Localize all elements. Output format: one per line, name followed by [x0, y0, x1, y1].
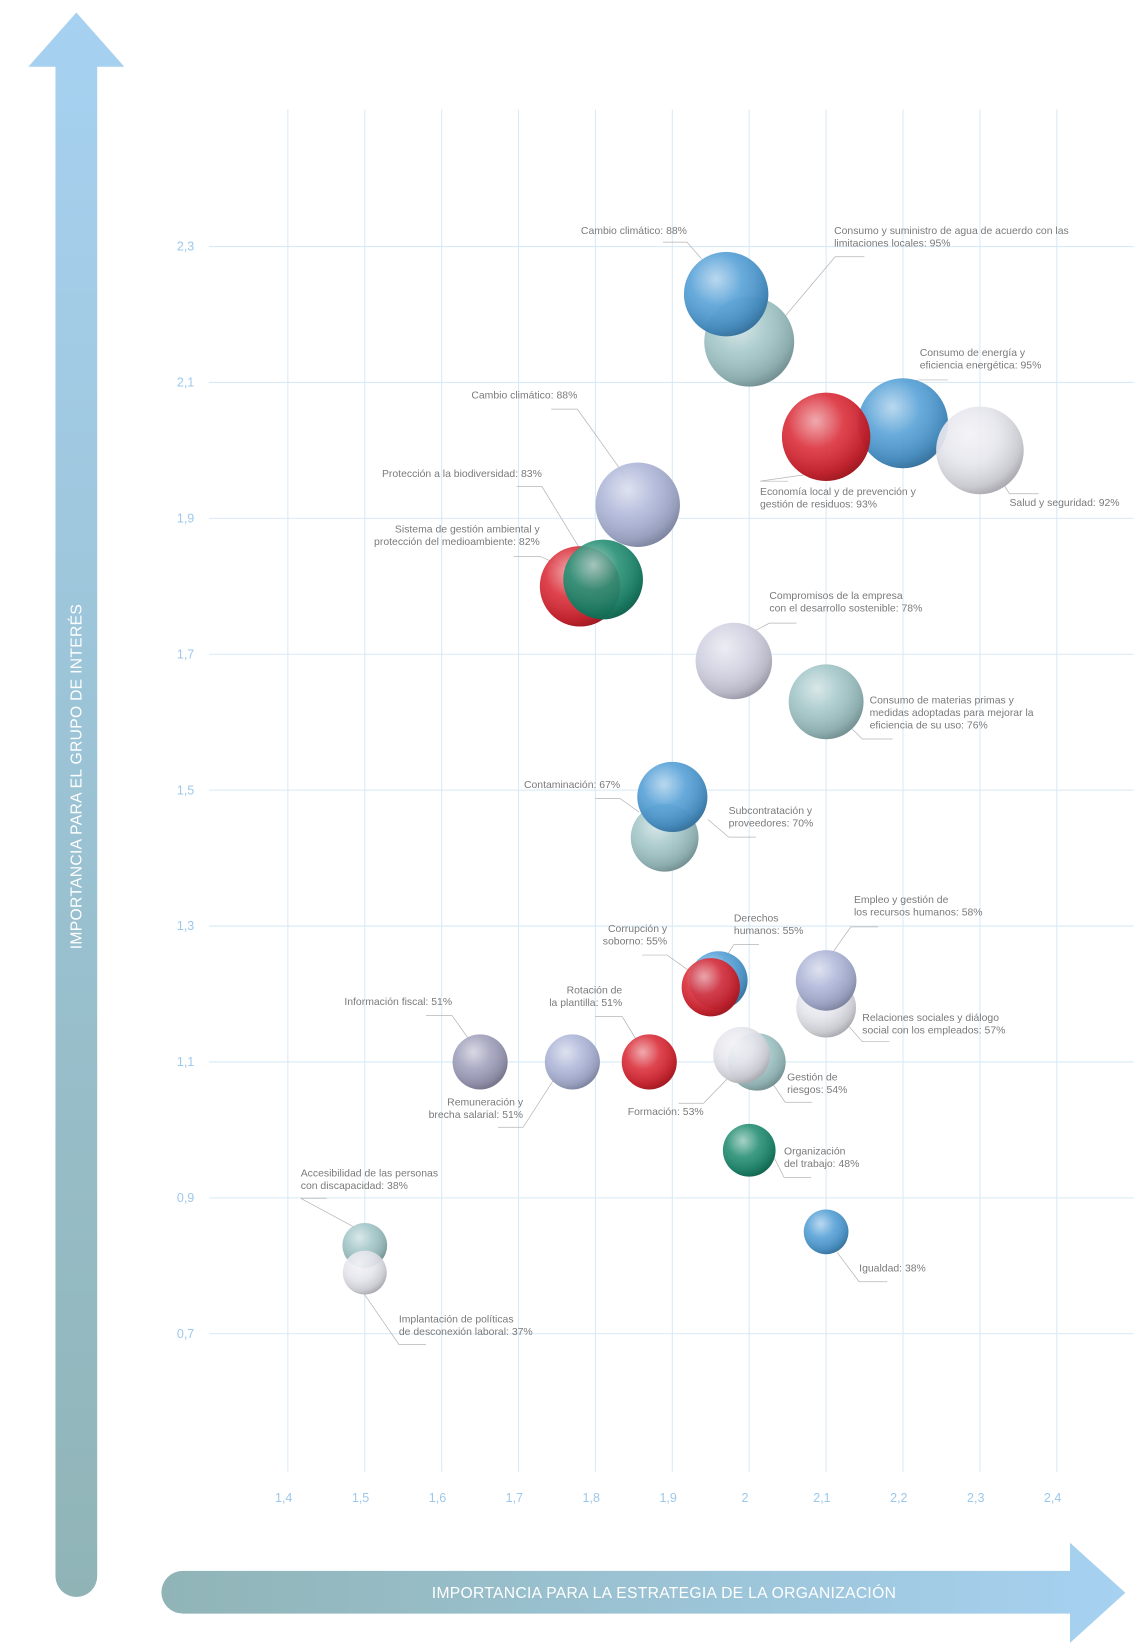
x-tick-label: 1,8 [583, 1491, 600, 1505]
leader-line [551, 409, 624, 475]
bubble [804, 1209, 849, 1254]
data-label: soborno: 55% [603, 937, 667, 948]
leader-line [663, 242, 702, 259]
data-label: social con los empleados: 57% [862, 1025, 1005, 1036]
bubble [563, 540, 643, 620]
leader-line [785, 257, 864, 316]
x-tick-label: 2,1 [813, 1491, 830, 1505]
data-label: Remuneración y [447, 1097, 524, 1108]
data-label: Formación: 53% [628, 1107, 704, 1118]
data-label: Consumo de materias primas y [870, 696, 1015, 707]
bubble [782, 393, 870, 481]
data-label: Protección a la biodiversidad: 83% [382, 469, 542, 480]
bubble [637, 762, 707, 832]
bubble [789, 664, 864, 739]
data-label: eficiencia energética: 95% [920, 360, 1042, 371]
data-label: Compromisos de la empresa [769, 591, 902, 602]
data-label: Relaciones sociales y diálogo [862, 1013, 999, 1024]
data-label: medidas adoptadas para mejorar la [870, 708, 1034, 719]
y-tick-label: 1,3 [177, 919, 194, 933]
y-tick-label: 1,1 [177, 1055, 194, 1069]
data-label: eficiencia de su uso: 76% [870, 721, 988, 732]
bubble [696, 623, 772, 699]
data-label: Sistema de gestión ambiental y [395, 524, 541, 535]
data-label: Contaminación: 67% [524, 780, 620, 791]
y-tick-label: 1,5 [177, 783, 194, 797]
chart: 1,4 1,5 1,6 1,7 1,8 1,9 2 2,1 2,2 2,3 2,4 0,7 0,9 1,1… [0, 0, 1138, 1645]
bubble [622, 1034, 677, 1089]
data-label: limitaciones locales: 95% [834, 238, 950, 249]
bubble [858, 378, 948, 468]
data-label: Subcontratación y [729, 806, 813, 817]
data-label: de desconexión laboral: 37% [399, 1327, 533, 1338]
x-axis-title: IMPORTANCIA PARA LA ESTRATEGIA DE LA ORG… [432, 1583, 896, 1602]
x-tick-label: 1,9 [659, 1491, 676, 1505]
data-label: Cambio climático: 88% [471, 391, 577, 402]
data-label: Accesibilidad de las personas [301, 1168, 438, 1179]
leader-line [426, 1016, 470, 1041]
y-tick-label: 1,7 [177, 647, 194, 661]
bubble [723, 1124, 776, 1177]
data-label: Rotación de [567, 986, 623, 997]
data-label: Corrupción y [608, 924, 668, 935]
y-tick-label: 0,9 [177, 1191, 194, 1205]
y-tick-label: 1,9 [177, 512, 194, 526]
data-label: Empleo y gestión de [854, 895, 949, 906]
y-tick-label: 2,1 [177, 376, 194, 390]
x-tick-label: 1,4 [275, 1491, 292, 1505]
leader-line [595, 1017, 637, 1041]
data-label: con el desarrollo sostenible: 78% [769, 604, 922, 615]
leader-line [679, 1075, 731, 1103]
data-label: Economía local y de prevención y [760, 487, 917, 498]
x-tick-label: 1,7 [506, 1491, 523, 1505]
data-label: Derechos [734, 914, 779, 925]
data-label: brecha salarial: 51% [429, 1110, 523, 1121]
data-label: Implantación de políticas [399, 1314, 514, 1325]
y-tick-label: 0,7 [177, 1327, 194, 1341]
bubble [453, 1034, 508, 1089]
bubbles [342, 252, 1023, 1295]
data-label: protección del medioambiente: 82% [374, 537, 540, 548]
page: {"chart_data": { "type": "bubble", "y_ax… [0, 0, 1138, 1645]
data-label: riesgos: 54% [787, 1085, 847, 1096]
leader-line [642, 955, 689, 971]
x-tick-label: 1,5 [352, 1491, 369, 1505]
labels: Consumo y suministro de agua de acuerdo … [301, 226, 1120, 1338]
bubble [682, 958, 740, 1016]
data-label: Consumo y suministro de agua de acuerdo … [834, 226, 1069, 237]
y-axis-title: IMPORTANCIA PARA EL GRUPO DE INTERÉS [67, 604, 86, 949]
data-label: Información fiscal: 51% [344, 997, 452, 1008]
data-label: Igualdad: 38% [859, 1263, 926, 1274]
data-label: proveedores: 70% [729, 819, 814, 830]
leader-line [595, 798, 639, 812]
bubble [343, 1251, 387, 1295]
data-label: Gestión de [787, 1072, 838, 1083]
x-tick-label: 1,6 [429, 1491, 446, 1505]
bubble [936, 407, 1024, 495]
y-tick-label: 2,3 [177, 240, 194, 254]
data-label: del trabajo: 48% [784, 1159, 859, 1170]
x-tick-label: 2 [742, 1491, 749, 1505]
bubble [796, 950, 857, 1011]
data-label: humanos: 55% [734, 926, 804, 937]
data-label: Salud y seguridad: 92% [1009, 498, 1119, 509]
data-label: gestión de residuos: 93% [760, 499, 877, 510]
bubble [713, 1027, 770, 1084]
plot-area: Consumo y suministro de agua de acuerdo … [301, 226, 1120, 1345]
x-tick-label: 2,4 [1044, 1491, 1061, 1505]
leader-line [833, 927, 878, 952]
data-label: Cambio climático: 88% [581, 226, 687, 237]
leader-line [301, 1198, 353, 1226]
bubble [545, 1034, 600, 1089]
data-label: Consumo de energía y [920, 348, 1026, 359]
x-tick-label: 2,2 [890, 1491, 907, 1505]
data-label: con discapacidad: 38% [301, 1181, 408, 1192]
data-label: los recursos humanos: 58% [854, 907, 983, 918]
bubble [684, 252, 768, 336]
leader-line [760, 475, 804, 481]
x-tick-label: 2,3 [967, 1491, 984, 1505]
data-label: Organización [784, 1146, 846, 1157]
bubble [596, 463, 680, 547]
data-label: la plantilla: 51% [549, 998, 622, 1009]
